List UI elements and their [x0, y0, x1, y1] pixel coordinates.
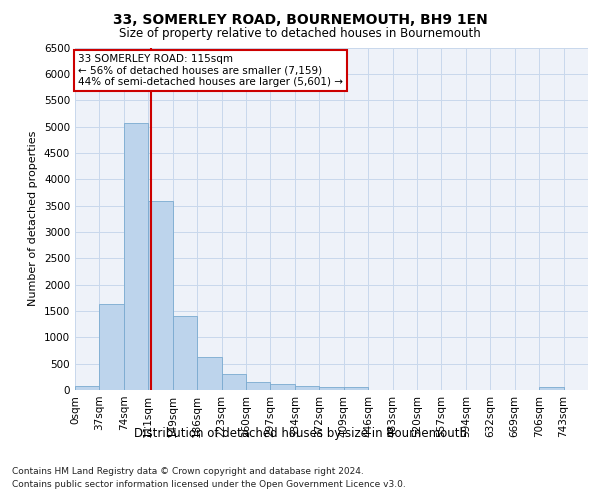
Bar [75, 386, 100, 390]
Bar [124, 124, 148, 390]
Bar [221, 374, 246, 390]
Text: Contains HM Land Registry data © Crown copyright and database right 2024.: Contains HM Land Registry data © Crown c… [12, 468, 364, 476]
Bar [246, 382, 271, 390]
Y-axis label: Number of detached properties: Number of detached properties [28, 131, 38, 306]
Bar [319, 387, 344, 390]
Bar [148, 202, 173, 390]
Bar [344, 388, 368, 390]
Bar [100, 304, 124, 390]
Text: 33 SOMERLEY ROAD: 115sqm
← 56% of detached houses are smaller (7,159)
44% of sem: 33 SOMERLEY ROAD: 115sqm ← 56% of detach… [79, 54, 343, 87]
Bar [539, 386, 563, 390]
Bar [173, 316, 197, 390]
Text: 33, SOMERLEY ROAD, BOURNEMOUTH, BH9 1EN: 33, SOMERLEY ROAD, BOURNEMOUTH, BH9 1EN [113, 12, 487, 26]
Bar [197, 358, 221, 390]
Text: Contains public sector information licensed under the Open Government Licence v3: Contains public sector information licen… [12, 480, 406, 489]
Text: Size of property relative to detached houses in Bournemouth: Size of property relative to detached ho… [119, 28, 481, 40]
Bar [295, 386, 319, 390]
Bar [271, 384, 295, 390]
Text: Distribution of detached houses by size in Bournemouth: Distribution of detached houses by size … [133, 428, 467, 440]
